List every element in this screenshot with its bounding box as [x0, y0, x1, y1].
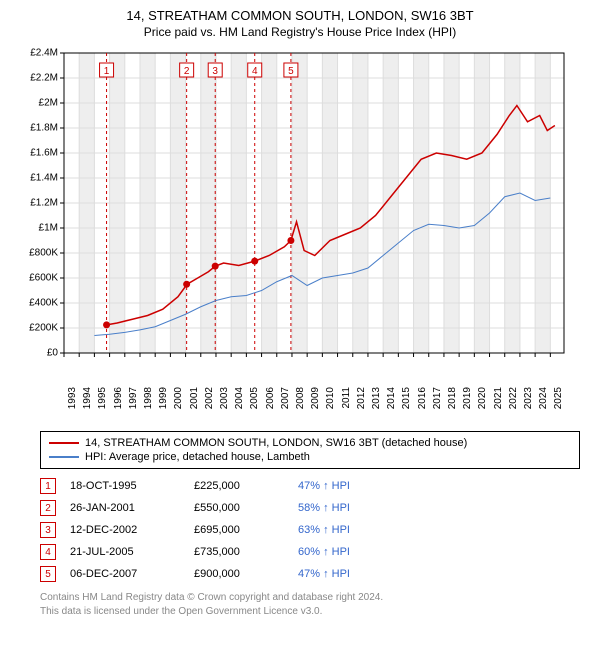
sale-marker-box: 1	[40, 478, 56, 494]
x-tick-label: 2014	[386, 387, 397, 409]
x-tick-label: 1999	[158, 387, 169, 409]
legend-line-property	[49, 442, 79, 444]
x-tick-label: 2011	[341, 387, 352, 409]
sale-date: 26-JAN-2001	[70, 502, 180, 514]
x-tick-label: 2024	[538, 387, 549, 409]
sale-marker-box: 2	[40, 500, 56, 516]
y-tick-label: £2M	[22, 98, 58, 109]
x-tick-label: 1996	[113, 387, 124, 409]
x-tick-label: 2017	[432, 387, 443, 409]
y-tick-label: £1.2M	[22, 198, 58, 209]
sales-row: 3 12-DEC-2002 £695,000 63% ↑ HPI	[40, 519, 580, 541]
footer-line2: This data is licensed under the Open Gov…	[40, 605, 580, 619]
x-tick-label: 2009	[310, 387, 321, 409]
sales-row: 5 06-DEC-2007 £900,000 47% ↑ HPI	[40, 563, 580, 585]
svg-text:2: 2	[184, 66, 190, 77]
sales-row: 2 26-JAN-2001 £550,000 58% ↑ HPI	[40, 497, 580, 519]
x-tick-label: 2005	[249, 387, 260, 409]
x-tick-label: 2001	[189, 387, 200, 409]
sale-marker-box: 4	[40, 544, 56, 560]
footer-line1: Contains HM Land Registry data © Crown c…	[40, 591, 580, 605]
x-tick-label: 2010	[325, 387, 336, 409]
svg-text:4: 4	[252, 66, 258, 77]
y-tick-label: £2.2M	[22, 73, 58, 84]
x-tick-label: 2012	[356, 387, 367, 409]
title-block: 14, STREATHAM COMMON SOUTH, LONDON, SW16…	[0, 0, 600, 43]
legend-label-hpi: HPI: Average price, detached house, Lamb…	[85, 451, 310, 463]
svg-text:5: 5	[288, 66, 294, 77]
sales-table: 1 18-OCT-1995 £225,000 47% ↑ HPI 2 26-JAN-200…	[40, 475, 580, 585]
x-tick-label: 1997	[128, 387, 139, 409]
x-tick-label: 2022	[508, 387, 519, 409]
svg-text:1: 1	[104, 66, 110, 77]
x-tick-label: 2004	[234, 387, 245, 409]
x-tick-label: 2016	[417, 387, 428, 409]
sale-price: £225,000	[194, 480, 284, 492]
x-tick-label: 2021	[493, 387, 504, 409]
sale-price: £735,000	[194, 546, 284, 558]
title-subtitle: Price paid vs. HM Land Registry's House …	[0, 25, 600, 39]
legend-row-hpi: HPI: Average price, detached house, Lamb…	[49, 450, 571, 464]
y-tick-label: £1.4M	[22, 173, 58, 184]
x-tick-label: 2023	[523, 387, 534, 409]
sale-date: 06-DEC-2007	[70, 568, 180, 580]
x-tick-label: 1993	[67, 387, 78, 409]
legend-box: 14, STREATHAM COMMON SOUTH, LONDON, SW16…	[40, 431, 580, 469]
title-address: 14, STREATHAM COMMON SOUTH, LONDON, SW16…	[0, 8, 600, 23]
sale-marker-box: 5	[40, 566, 56, 582]
y-tick-label: £600K	[22, 273, 58, 284]
y-tick-label: £1M	[22, 223, 58, 234]
sales-row: 1 18-OCT-1995 £225,000 47% ↑ HPI	[40, 475, 580, 497]
sale-pct: 60% ↑ HPI	[298, 546, 408, 558]
sale-price: £550,000	[194, 502, 284, 514]
x-tick-label: 2013	[371, 387, 382, 409]
x-tick-label: 2015	[401, 387, 412, 409]
sale-date: 12-DEC-2002	[70, 524, 180, 536]
legend-line-hpi	[49, 456, 79, 458]
sale-pct: 47% ↑ HPI	[298, 568, 408, 580]
legend-label-property: 14, STREATHAM COMMON SOUTH, LONDON, SW16…	[85, 437, 467, 449]
x-tick-label: 2007	[280, 387, 291, 409]
sale-price: £695,000	[194, 524, 284, 536]
legend-row-property: 14, STREATHAM COMMON SOUTH, LONDON, SW16…	[49, 436, 571, 450]
sale-pct: 47% ↑ HPI	[298, 480, 408, 492]
y-tick-label: £1.8M	[22, 123, 58, 134]
footer: Contains HM Land Registry data © Crown c…	[40, 591, 580, 619]
x-tick-label: 2006	[265, 387, 276, 409]
x-tick-label: 2019	[462, 387, 473, 409]
x-tick-label: 1998	[143, 387, 154, 409]
y-tick-label: £1.6M	[22, 148, 58, 159]
sale-price: £900,000	[194, 568, 284, 580]
x-tick-label: 2003	[219, 387, 230, 409]
y-tick-label: £0	[22, 348, 58, 359]
x-tick-label: 2020	[477, 387, 488, 409]
x-tick-label: 1994	[82, 387, 93, 409]
sale-marker-box: 3	[40, 522, 56, 538]
sale-pct: 63% ↑ HPI	[298, 524, 408, 536]
y-tick-label: £400K	[22, 298, 58, 309]
sale-date: 21-JUL-2005	[70, 546, 180, 558]
x-tick-label: 2002	[204, 387, 215, 409]
sale-pct: 58% ↑ HPI	[298, 502, 408, 514]
y-tick-label: £2.4M	[22, 48, 58, 59]
x-tick-label: 2008	[295, 387, 306, 409]
x-tick-label: 1995	[97, 387, 108, 409]
y-tick-label: £800K	[22, 248, 58, 259]
svg-text:3: 3	[212, 66, 218, 77]
x-tick-label: 2025	[553, 387, 564, 409]
x-tick-label: 2000	[173, 387, 184, 409]
chart-container: 14, STREATHAM COMMON SOUTH, LONDON, SW16…	[0, 0, 600, 619]
y-tick-label: £200K	[22, 323, 58, 334]
sales-row: 4 21-JUL-2005 £735,000 60% ↑ HPI	[40, 541, 580, 563]
x-tick-label: 2018	[447, 387, 458, 409]
sale-date: 18-OCT-1995	[70, 480, 180, 492]
chart-area: 1 2 3 4 5 £0 £200K £400K £600K £800K £1M £1.2M £1.4…	[20, 43, 580, 423]
chart-svg: 1 2 3 4 5	[20, 43, 580, 423]
